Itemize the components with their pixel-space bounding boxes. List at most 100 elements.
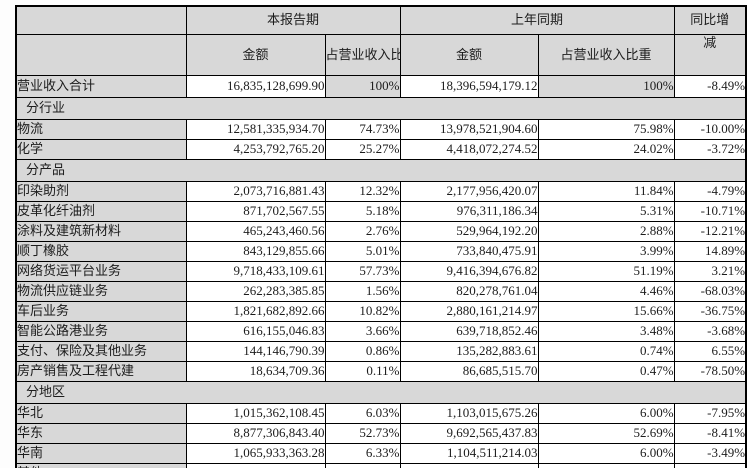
row-label: 其他	[15, 463, 187, 468]
current-ratio-cell: 6.03%	[324, 403, 401, 424]
yoy-cell: -12.21%	[673, 221, 747, 242]
row-label: 车后业务	[15, 301, 187, 322]
row-label: 支付、保险及其他业务	[15, 341, 187, 362]
current-ratio-cell: 3.66%	[324, 321, 401, 342]
header-yoy-top: 同比增	[673, 5, 747, 35]
yoy-cell: -3.68%	[673, 321, 747, 342]
prior-ratio-cell: 3.48%	[537, 321, 675, 342]
current-ratio-cell: 5.18%	[324, 201, 401, 222]
current-ratio-cell: 6.33%	[324, 443, 401, 464]
current-amount-cell: 12,581,335,934.70	[185, 119, 326, 140]
prior-amount-cell: 1,104,511,214.03	[399, 443, 539, 464]
current-amount-cell: 4,253,792,765.20	[185, 139, 326, 160]
current-ratio-cell: 5.01%	[324, 241, 401, 262]
row-label: 网络货运平台业务	[15, 261, 187, 282]
yoy-cell: -8.41%	[673, 423, 747, 444]
section-row-by-region: 分地区	[15, 381, 747, 404]
header-current-period: 本报告期	[185, 5, 401, 35]
table-row-north-china: 华北 1,015,362,108.45 6.03% 1,103,015,675.…	[15, 403, 747, 424]
prior-amount-cell: 529,964,192.20	[399, 221, 539, 242]
current-ratio-cell: 12.32%	[324, 181, 401, 202]
prior-ratio-cell: 0.47%	[537, 361, 675, 382]
current-ratio-cell: 25.27%	[324, 139, 401, 160]
yoy-cell: 3.21%	[673, 261, 747, 282]
header-prior-period: 上年同期	[399, 5, 675, 35]
header-ratio-prior: 占营业收入比重	[537, 34, 675, 76]
yoy-cell: -36.75%	[673, 301, 747, 322]
prior-amount-cell: 976,311,186.34	[399, 201, 539, 222]
prior-amount-cell: 6,496,501,852.00	[399, 463, 539, 468]
yoy-cell: -78.50%	[673, 361, 747, 382]
row-label: 顺丁橡胶	[15, 241, 187, 262]
table-row-aftermarket: 车后业务 1,821,682,892.66 10.82% 2,880,161,2…	[15, 301, 747, 322]
table-row-butadiene-rubber: 顺丁橡胶 843,129,855.66 5.01% 733,840,475.91…	[15, 241, 747, 262]
current-amount-cell: 1,015,362,108.45	[185, 403, 326, 424]
table-row-property-construction: 房产销售及工程代建 18,634,709.36 0.11% 86,685,515…	[15, 361, 747, 382]
table-row-east-china: 华东 8,877,306,843.40 52.73% 9,692,565,437…	[15, 423, 747, 444]
table-row-leather-fiber-oil: 皮革化纤油剂 871,702,567.55 5.18% 976,311,186.…	[15, 201, 747, 222]
header-empty-cell	[15, 5, 187, 35]
row-label: 房产销售及工程代建	[15, 361, 187, 382]
current-ratio-cell: 1.56%	[324, 281, 401, 302]
current-amount-cell: 8,877,306,843.40	[185, 423, 326, 444]
prior-amount-cell: 86,685,515.70	[399, 361, 539, 382]
prior-amount-cell: 135,282,883.61	[399, 341, 539, 362]
table-row-logistics: 物流 12,581,335,934.70 74.73% 13,978,521,9…	[15, 119, 747, 140]
row-label: 智能公路港业务	[15, 321, 187, 342]
current-amount-cell: 1,821,682,892.66	[185, 301, 326, 322]
prior-amount-cell: 733,840,475.91	[399, 241, 539, 262]
prior-amount-cell: 2,177,956,420.07	[399, 181, 539, 202]
current-amount-cell: 616,155,046.83	[185, 321, 326, 342]
prior-amount-cell: 13,978,521,904.60	[399, 119, 539, 140]
current-ratio-cell: 52.73%	[324, 423, 401, 444]
current-ratio-cell: 2.76%	[324, 221, 401, 242]
yoy-cell: -10.00%	[673, 119, 747, 140]
section-label: 分行业	[15, 97, 747, 120]
table-row-chemical: 化学 4,253,792,765.20 25.27% 4,418,072,274…	[15, 139, 747, 160]
header-yoy-bottom: 减	[673, 34, 747, 76]
header-ratio-current: 占营业收入比重	[324, 34, 401, 76]
table-row-total-revenue: 营业收入合计 16,835,128,699.90 100% 18,396,594…	[15, 75, 747, 98]
yoy-cell: -8.49%	[673, 75, 747, 98]
prior-ratio-cell: 5.31%	[537, 201, 675, 222]
row-label: 营业收入合计	[15, 75, 187, 98]
header-amount-current: 金额	[185, 34, 326, 76]
prior-ratio-cell: 35.31%	[537, 463, 675, 468]
current-amount-cell: 871,702,567.55	[185, 201, 326, 222]
current-ratio-cell: 34.91%	[324, 463, 401, 468]
prior-amount-cell: 18,396,594,179.12	[399, 75, 539, 98]
current-amount-cell: 144,146,790.39	[185, 341, 326, 362]
current-ratio-cell: 0.86%	[324, 341, 401, 362]
current-amount-cell: 262,283,385.85	[185, 281, 326, 302]
yoy-cell: -4.79%	[673, 181, 747, 202]
row-label: 涂料及建筑新材料	[15, 221, 187, 242]
prior-amount-cell: 2,880,161,214.97	[399, 301, 539, 322]
table-row-smart-highway-port: 智能公路港业务 616,155,046.83 3.66% 639,718,852…	[15, 321, 747, 342]
prior-amount-cell: 639,718,852.46	[399, 321, 539, 342]
table-row-coatings-materials: 涂料及建筑新材料 465,243,460.56 2.76% 529,964,19…	[15, 221, 747, 242]
row-label: 华东	[15, 423, 187, 444]
row-label: 化学	[15, 139, 187, 160]
table-row-other-regions: 其他 5,876,526,384.77 34.91% 6,496,501,852…	[15, 463, 747, 468]
yoy-cell: -3.72%	[673, 139, 747, 160]
row-label: 华南	[15, 443, 187, 464]
prior-ratio-cell: 2.88%	[537, 221, 675, 242]
section-row-by-product: 分产品	[15, 159, 747, 182]
prior-amount-cell: 820,278,761.04	[399, 281, 539, 302]
header-row-measures: 金额 占营业收入比重 金额 占营业收入比重 减	[15, 34, 747, 76]
section-label: 分地区	[15, 381, 747, 404]
current-ratio-cell: 57.73%	[324, 261, 401, 282]
row-label: 印染助剂	[15, 181, 187, 202]
current-ratio-cell: 100%	[324, 75, 401, 98]
prior-ratio-cell: 11.84%	[537, 181, 675, 202]
yoy-cell: 14.89%	[673, 241, 747, 262]
table-row-freight-platform: 网络货运平台业务 9,718,433,109.61 57.73% 9,416,3…	[15, 261, 747, 282]
prior-ratio-cell: 24.02%	[537, 139, 675, 160]
prior-ratio-cell: 15.66%	[537, 301, 675, 322]
prior-ratio-cell: 52.69%	[537, 423, 675, 444]
yoy-cell: 6.55%	[673, 341, 747, 362]
current-amount-cell: 5,876,526,384.77	[185, 463, 326, 468]
prior-ratio-cell: 4.46%	[537, 281, 675, 302]
prior-ratio-cell: 3.99%	[537, 241, 675, 262]
